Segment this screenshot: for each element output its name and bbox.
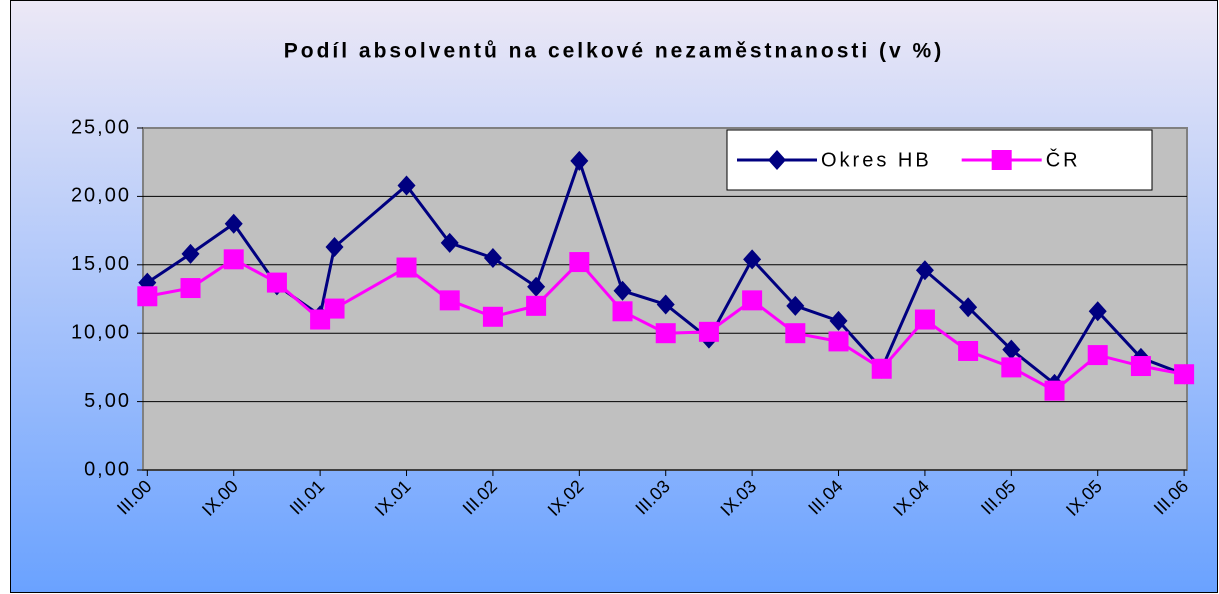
data-point <box>958 340 979 361</box>
data-point <box>1001 357 1022 378</box>
data-point <box>223 249 244 270</box>
data-point <box>656 294 675 315</box>
data-point <box>613 280 632 301</box>
data-point <box>612 301 633 322</box>
data-point <box>914 309 935 330</box>
data-point <box>655 323 676 344</box>
data-point <box>829 310 848 331</box>
data-point <box>785 323 806 344</box>
legend-label: ČR <box>1046 148 1081 171</box>
y-tick-label: 15,00 <box>71 253 131 275</box>
data-point <box>440 232 459 253</box>
legend-marker <box>768 150 786 170</box>
data-point <box>1174 364 1195 385</box>
data-point <box>137 286 158 307</box>
data-point <box>1044 380 1065 401</box>
data-point <box>224 213 243 234</box>
data-point <box>742 290 763 311</box>
data-point <box>959 297 978 318</box>
y-tick-label: 10,00 <box>71 321 131 343</box>
y-tick-label: 25,00 <box>71 116 131 138</box>
data-point <box>698 321 719 342</box>
data-point <box>180 278 201 299</box>
data-point <box>482 306 503 327</box>
y-tick-label: 20,00 <box>71 185 131 207</box>
y-tick-label: 5,00 <box>84 390 131 412</box>
data-point <box>325 237 344 258</box>
data-point <box>570 150 589 171</box>
legend-marker <box>991 150 1012 170</box>
data-point <box>1088 301 1107 322</box>
data-point <box>1130 356 1151 377</box>
data-point <box>266 272 287 293</box>
data-point <box>397 175 416 196</box>
y-tick-label: 0,00 <box>84 458 131 480</box>
data-point <box>828 331 849 352</box>
data-point <box>324 298 345 319</box>
data-point <box>1002 339 1021 360</box>
legend-label: Okres HB <box>821 149 932 171</box>
data-point <box>181 243 200 264</box>
data-point <box>439 290 460 311</box>
data-point <box>527 276 546 297</box>
data-point <box>569 252 590 273</box>
data-point <box>1087 345 1108 366</box>
data-point <box>871 358 892 379</box>
chart-title: Podíl absolventů na celkové nezaměstnano… <box>284 40 944 63</box>
data-point <box>915 260 934 281</box>
data-point <box>526 295 547 316</box>
data-point <box>786 295 805 316</box>
data-point <box>396 257 417 278</box>
data-point <box>743 249 762 270</box>
data-point <box>483 247 502 268</box>
